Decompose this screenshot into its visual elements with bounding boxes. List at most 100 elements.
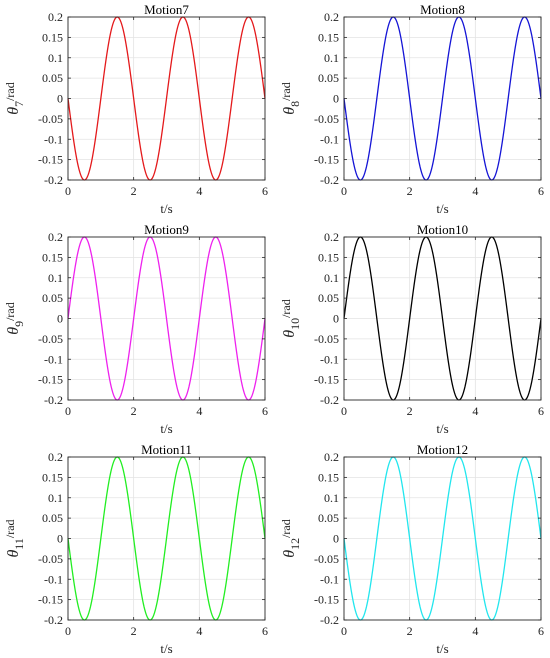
x-tick-label: 6 bbox=[262, 624, 268, 638]
x-tick-label: 4 bbox=[196, 404, 202, 418]
y-tick-label: -0.2 bbox=[44, 613, 63, 627]
y-tick-label: 0.05 bbox=[318, 511, 339, 525]
y-axis-unit: /rad bbox=[279, 519, 293, 538]
y-axis-symbol: θ bbox=[5, 327, 22, 335]
y-tick-label: -0.15 bbox=[38, 153, 63, 167]
y-tick-label: -0.05 bbox=[314, 112, 339, 126]
y-tick-label: 0.1 bbox=[48, 271, 63, 285]
y-axis-symbol: θ bbox=[5, 107, 22, 115]
y-tick-label: 0.2 bbox=[48, 230, 63, 244]
x-axis-label: t/s bbox=[436, 421, 448, 436]
x-axis-label: t/s bbox=[160, 641, 172, 656]
x-axis-label: t/s bbox=[160, 421, 172, 436]
y-tick-label: -0.15 bbox=[314, 593, 339, 607]
y-tick-label: 0.1 bbox=[324, 51, 339, 65]
y-axis-subscript: 11 bbox=[12, 538, 26, 550]
y-axis-label: θ8/rad bbox=[279, 82, 302, 115]
x-tick-label: 2 bbox=[131, 404, 137, 418]
x-tick-label: 2 bbox=[131, 624, 137, 638]
y-tick-label: 0.1 bbox=[48, 491, 63, 505]
x-tick-label: 6 bbox=[538, 184, 544, 198]
y-tick-label: -0.1 bbox=[320, 572, 339, 586]
x-tick-label: 6 bbox=[538, 624, 544, 638]
y-axis-label: θ9/rad bbox=[3, 302, 26, 335]
y-tick-label: 0.1 bbox=[324, 491, 339, 505]
y-axis-subscript: 7 bbox=[12, 101, 26, 107]
chart-title: Motion7 bbox=[144, 2, 189, 17]
y-tick-label: -0.2 bbox=[44, 173, 63, 187]
y-tick-label: -0.05 bbox=[314, 332, 339, 346]
y-axis-label: θ7/rad bbox=[3, 82, 26, 115]
y-tick-label: 0 bbox=[333, 92, 339, 106]
y-axis-symbol: θ bbox=[281, 330, 298, 338]
y-tick-label: -0.15 bbox=[38, 373, 63, 387]
x-axis-label: t/s bbox=[436, 201, 448, 216]
x-tick-label: 2 bbox=[407, 184, 413, 198]
y-axis-symbol: θ bbox=[281, 107, 298, 115]
x-axis-label: t/s bbox=[160, 201, 172, 216]
x-tick-label: 0 bbox=[341, 404, 347, 418]
x-tick-label: 6 bbox=[538, 404, 544, 418]
y-tick-label: -0.1 bbox=[44, 352, 63, 366]
y-tick-label: 0.2 bbox=[324, 450, 339, 464]
y-axis-label: θ12/rad bbox=[279, 519, 302, 558]
series-line bbox=[343, 236, 542, 401]
y-tick-label: 0.15 bbox=[42, 30, 63, 44]
y-tick-label: 0.15 bbox=[318, 30, 339, 44]
y-tick-label: -0.1 bbox=[44, 132, 63, 146]
x-tick-label: 4 bbox=[472, 624, 478, 638]
y-tick-label: 0.2 bbox=[48, 450, 63, 464]
y-axis-unit: /rad bbox=[3, 519, 17, 538]
chart-title: Motion9 bbox=[144, 222, 189, 237]
y-tick-label: 0.2 bbox=[324, 230, 339, 244]
x-tick-label: 4 bbox=[196, 624, 202, 638]
y-tick-label: 0.05 bbox=[318, 71, 339, 85]
y-tick-label: -0.2 bbox=[44, 393, 63, 407]
y-axis-symbol: θ bbox=[281, 550, 298, 558]
chart-title: Motion11 bbox=[141, 442, 192, 457]
x-tick-label: 0 bbox=[341, 184, 347, 198]
y-tick-label: 0.1 bbox=[324, 271, 339, 285]
y-tick-label: -0.1 bbox=[44, 572, 63, 586]
x-tick-label: 0 bbox=[65, 624, 71, 638]
x-tick-label: 2 bbox=[407, 404, 413, 418]
y-axis-unit: /rad bbox=[3, 82, 17, 101]
y-tick-label: -0.05 bbox=[38, 112, 63, 126]
x-axis-label: t/s bbox=[436, 641, 448, 656]
y-tick-label: 0.2 bbox=[324, 10, 339, 24]
y-tick-label: -0.15 bbox=[314, 373, 339, 387]
subplot: 0 2 4 6 -0.2 -0.15 -0.1 -0.05 0 0.05 0.1 0.15 0.2 Mot… bbox=[3, 442, 268, 656]
y-tick-label: 0 bbox=[333, 312, 339, 326]
subplot: 0 2 4 6 -0.2 -0.15 -0.1 -0.05 0 0.05 0.1 0.15 0.2 Mot… bbox=[3, 222, 268, 436]
x-tick-label: 0 bbox=[341, 624, 347, 638]
y-tick-label: 0.05 bbox=[42, 511, 63, 525]
y-tick-label: 0.15 bbox=[318, 470, 339, 484]
y-tick-label: -0.2 bbox=[320, 173, 339, 187]
x-tick-label: 0 bbox=[65, 184, 71, 198]
chart-title: Motion10 bbox=[417, 222, 468, 237]
x-tick-label: 0 bbox=[65, 404, 71, 418]
y-axis-subscript: 9 bbox=[12, 321, 26, 327]
y-axis-subscript: 8 bbox=[288, 101, 302, 107]
series-line bbox=[67, 236, 266, 401]
series-line bbox=[67, 456, 266, 621]
y-tick-label: -0.15 bbox=[38, 593, 63, 607]
y-axis-subscript: 12 bbox=[288, 538, 302, 550]
x-tick-label: 2 bbox=[407, 624, 413, 638]
x-tick-label: 4 bbox=[472, 184, 478, 198]
y-tick-label: -0.1 bbox=[320, 132, 339, 146]
x-tick-label: 2 bbox=[131, 184, 137, 198]
y-tick-label: -0.05 bbox=[38, 552, 63, 566]
y-tick-label: 0 bbox=[57, 92, 63, 106]
y-axis-label: θ10/rad bbox=[279, 299, 302, 338]
y-axis-subscript: 10 bbox=[288, 318, 302, 330]
y-axis-label: θ11/rad bbox=[3, 519, 26, 557]
x-tick-label: 6 bbox=[262, 184, 268, 198]
y-tick-label: -0.1 bbox=[320, 352, 339, 366]
y-tick-label: 0 bbox=[57, 532, 63, 546]
subplot: 0 2 4 6 -0.2 -0.15 -0.1 -0.05 0 0.05 0.1 0.15 0.2 Mot… bbox=[279, 222, 544, 436]
x-tick-label: 4 bbox=[472, 404, 478, 418]
series-line bbox=[343, 16, 542, 181]
y-tick-label: 0.15 bbox=[318, 250, 339, 264]
y-tick-label: -0.05 bbox=[38, 332, 63, 346]
